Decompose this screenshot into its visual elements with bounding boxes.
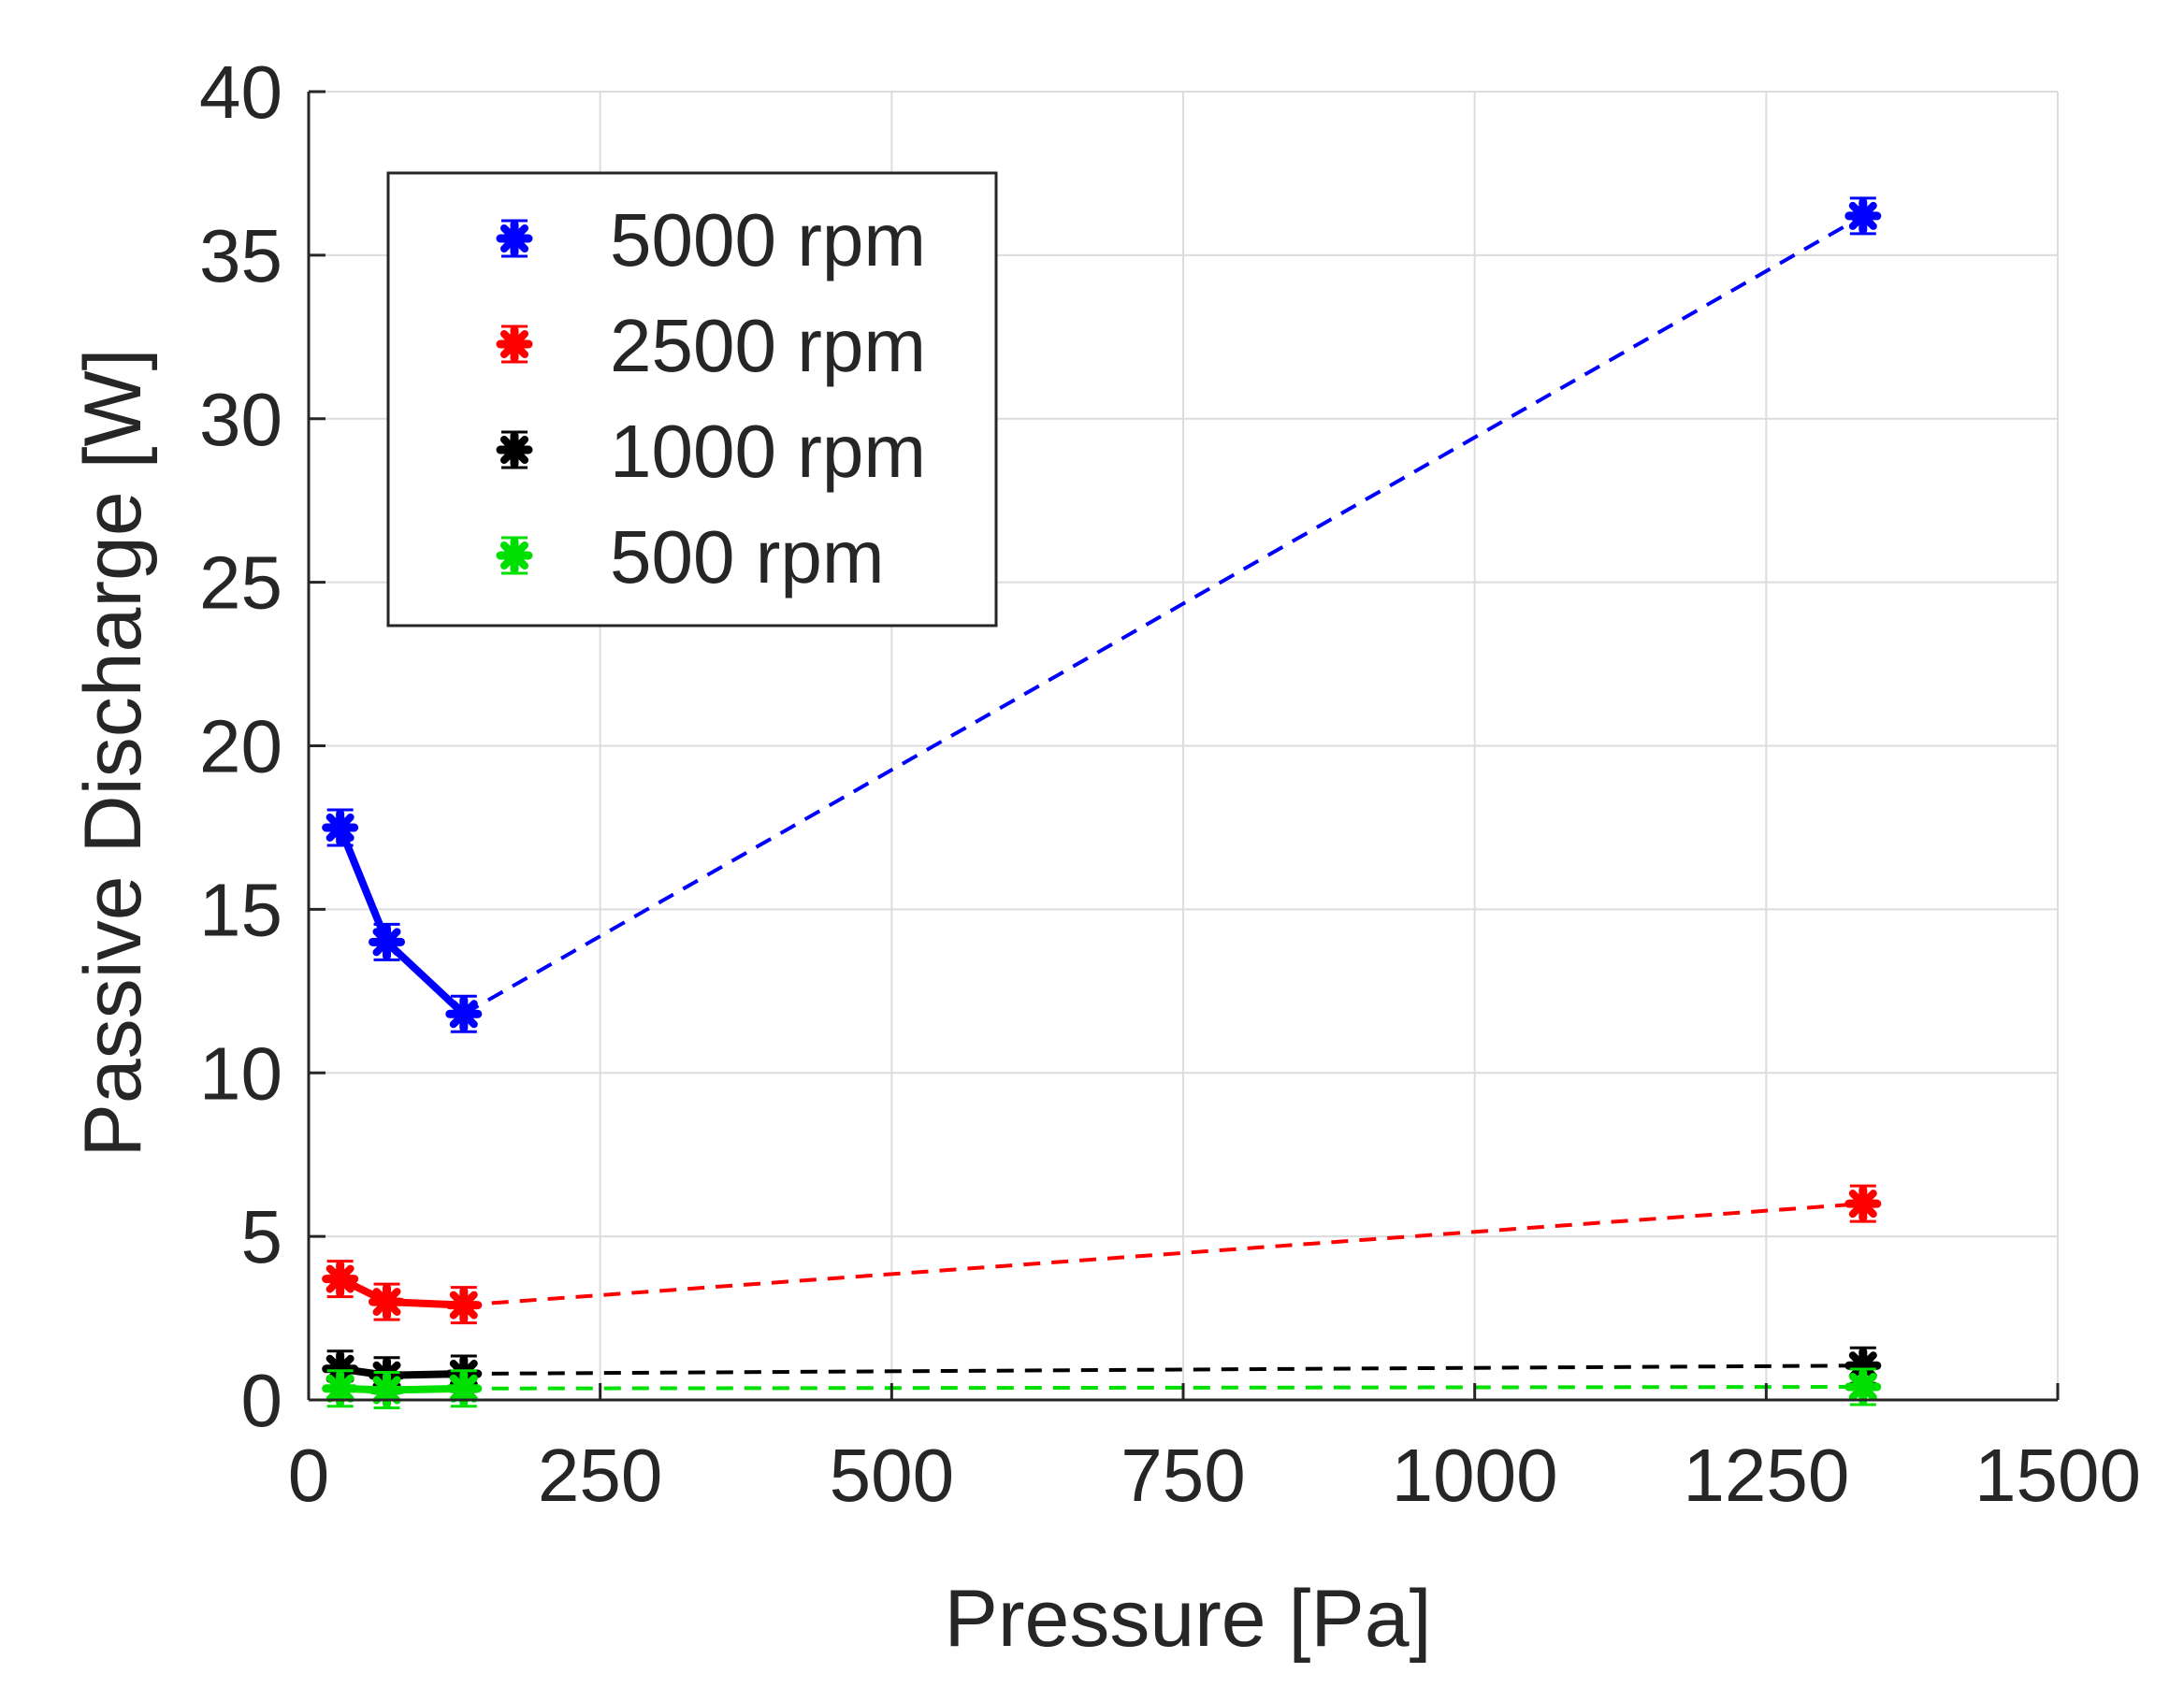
marker-stroke: [500, 330, 528, 358]
marker-stroke: [1848, 201, 1877, 230]
y-tick-label: 15: [199, 868, 282, 951]
marker-stroke: [325, 1354, 354, 1383]
series-dashed-line: [463, 1363, 1863, 1377]
legend-marker: [496, 536, 533, 575]
y-tick-label: 35: [199, 214, 282, 297]
data-point: [445, 994, 483, 1033]
x-tick-label: 250: [538, 1434, 662, 1517]
legend-item: 500 rpm: [496, 515, 884, 599]
legend-item: 1000 rpm: [496, 410, 926, 493]
data-point: [322, 808, 359, 847]
legend-label: 5000 rpm: [610, 198, 926, 281]
data-point: [1844, 1184, 1882, 1223]
marker-stroke: [449, 1374, 478, 1403]
marker-stroke: [372, 1376, 401, 1405]
data-point: [1844, 196, 1882, 236]
x-tick-label: 1250: [1683, 1434, 1849, 1517]
data-point: [445, 1369, 483, 1408]
legend-item: 5000 rpm: [496, 198, 926, 281]
series-dashed-line: [463, 1202, 1863, 1307]
series-dashed-line: [462, 214, 1864, 1017]
series-2500-rpm: [322, 1184, 1882, 1325]
legend-label: 500 rpm: [610, 515, 884, 599]
y-tick-label: 40: [199, 50, 282, 134]
y-tick-label: 30: [199, 378, 282, 461]
x-axis-label: Pressure [Pa]: [945, 1574, 1432, 1664]
data-point: [322, 1369, 359, 1408]
legend-marker: [496, 430, 533, 469]
legend-label: 1000 rpm: [610, 410, 926, 493]
legend-marker: [496, 325, 533, 364]
y-tick-label: 10: [199, 1031, 282, 1115]
series-500-rpm: [322, 1367, 1882, 1410]
legend-box: [386, 171, 998, 627]
marker-stroke: [1848, 1190, 1877, 1219]
data-point: [369, 1371, 406, 1410]
marker-stroke: [500, 541, 528, 570]
y-tick-label: 0: [241, 1359, 283, 1442]
marker-stroke: [325, 813, 354, 842]
marker-stroke: [372, 1288, 401, 1317]
x-tick-label: 1000: [1392, 1434, 1558, 1517]
data-point: [322, 1260, 359, 1299]
marker-stroke: [1848, 1373, 1877, 1402]
marker-stroke: [500, 224, 528, 252]
series-dashed-line: [463, 1385, 1863, 1391]
data-point: [369, 1282, 406, 1321]
axes: [307, 90, 2060, 1402]
series-layer: [322, 196, 1882, 1410]
tick-labels: 0 250 500 750 1000 1250 1500 0 5 10 15 20 25 30 35 40: [199, 50, 2141, 1517]
marker-stroke: [325, 1374, 354, 1403]
data-point: [1844, 1367, 1882, 1406]
series-5000-rpm: [322, 196, 1882, 1033]
data-point: [369, 922, 406, 961]
y-tick-label: 5: [241, 1195, 283, 1278]
marker-stroke: [449, 1000, 478, 1029]
x-tick-label: 0: [288, 1434, 330, 1517]
legend-marker: [496, 219, 533, 258]
y-tick-label: 25: [199, 541, 282, 625]
marker-stroke: [325, 1264, 354, 1293]
y-axis-label: Passive Discharge [W]: [68, 348, 158, 1157]
marker-stroke: [449, 1291, 478, 1320]
legend-item: 2500 rpm: [496, 304, 926, 387]
x-tick-label: 1500: [1974, 1434, 2141, 1517]
marker-stroke: [1848, 1351, 1877, 1380]
marker-stroke: [500, 436, 528, 464]
x-tick-label: 500: [830, 1434, 954, 1517]
legend-label: 2500 rpm: [610, 304, 926, 387]
x-tick-label: 750: [1121, 1434, 1245, 1517]
legend: 5000 rpm 2500 rpm 1000 rpm 500 rpm: [386, 171, 998, 627]
marker-stroke: [372, 928, 401, 957]
y-tick-label: 20: [199, 705, 282, 788]
data-point: [445, 1286, 483, 1325]
